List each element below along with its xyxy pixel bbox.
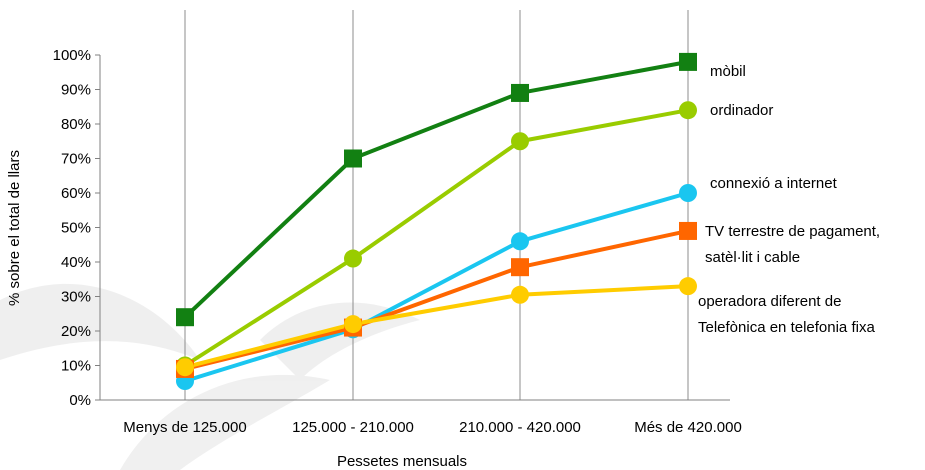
data-point-square	[679, 221, 697, 240]
background-decoration	[0, 283, 420, 470]
y-tick-label: 20%	[61, 323, 91, 340]
series-line-2	[183, 108, 689, 368]
x-tick-label: Menys de 125.000	[123, 419, 246, 436]
y-tick-label: 0%	[69, 392, 91, 409]
y-tick-label: 40%	[61, 254, 91, 271]
y-tick-label: 80%	[61, 116, 91, 133]
x-tick-label: 210.000 - 420.000	[459, 419, 581, 436]
x-tick-labels: Menys de 125.000 125.000 - 210.000 210.000…	[123, 419, 742, 436]
series-label: connexió a internet	[710, 175, 838, 192]
y-tick-label: 30%	[61, 289, 91, 306]
series-label: TV terrestre de pagament, satèl·lit i cab…	[705, 223, 880, 266]
series-label: ordinador	[710, 102, 773, 119]
vertical-gridlines	[184, 10, 689, 400]
y-tick-label: 60%	[61, 185, 91, 202]
y-tick-label: 50%	[61, 220, 91, 237]
y-axis	[99, 55, 730, 401]
data-point-square	[176, 308, 194, 327]
y-tick-label: 100%	[53, 47, 91, 64]
y-tick-labels: 0% 10% 20% 30% 40% 50% 60% 70% 80% 90% 100%	[53, 47, 100, 409]
series-line-1	[183, 59, 689, 319]
series-lines	[183, 59, 689, 383]
data-point-circle	[679, 277, 697, 296]
series-line-4	[184, 228, 689, 371]
y-axis-title: % sobre el total de llars	[6, 150, 23, 306]
data-point-circle	[679, 184, 697, 202]
data-point-square	[511, 258, 529, 277]
series-line-3	[184, 191, 689, 383]
data-point-circle	[511, 232, 529, 251]
data-point-circle	[511, 285, 529, 304]
series-markers	[176, 52, 697, 391]
series-label: mòbil	[710, 63, 746, 80]
series-line-5	[184, 284, 689, 370]
data-point-square	[511, 83, 529, 102]
x-axis-title: Pessetes mensuals	[337, 453, 467, 470]
data-point-circle	[679, 101, 697, 120]
y-tick-label: 10%	[61, 358, 91, 375]
data-point-circle	[344, 315, 362, 334]
x-tick-label: 125.000 - 210.000	[292, 419, 414, 436]
data-point-square	[344, 149, 362, 168]
x-tick-label: Més de 420.000	[634, 419, 742, 436]
data-point-circle	[511, 132, 529, 151]
y-tick-label: 90%	[61, 82, 91, 99]
y-tick-label: 70%	[61, 151, 91, 168]
series-labels: mòbil ordinador connexió a internet TV terr…	[698, 63, 880, 336]
data-point-square	[679, 52, 697, 71]
data-point-circle	[176, 358, 194, 377]
data-point-circle	[344, 249, 362, 268]
series-label: operadora diferent de Telefònica en telef…	[698, 293, 875, 336]
